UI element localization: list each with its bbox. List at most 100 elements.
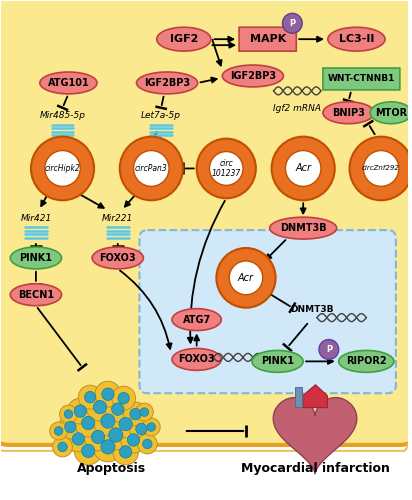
Circle shape (143, 418, 160, 436)
Text: Acr: Acr (295, 164, 311, 173)
Circle shape (363, 150, 399, 186)
Ellipse shape (172, 308, 221, 330)
Ellipse shape (10, 247, 61, 269)
Ellipse shape (323, 102, 374, 124)
Text: BNIP3: BNIP3 (332, 108, 365, 118)
Circle shape (86, 393, 114, 421)
Circle shape (45, 150, 80, 186)
Circle shape (133, 150, 169, 186)
Circle shape (75, 437, 102, 465)
Text: WNT-CTNNB1: WNT-CTNNB1 (328, 74, 395, 84)
Text: PINK1: PINK1 (261, 356, 294, 366)
Circle shape (82, 444, 95, 458)
FancyBboxPatch shape (239, 27, 296, 51)
Circle shape (94, 400, 107, 414)
Text: circ
101237: circ 101237 (212, 159, 241, 178)
Circle shape (124, 402, 147, 426)
Circle shape (286, 150, 321, 186)
Text: ATG7: ATG7 (183, 314, 211, 324)
FancyBboxPatch shape (323, 68, 400, 90)
Circle shape (136, 424, 147, 434)
Ellipse shape (92, 247, 143, 269)
Ellipse shape (172, 348, 221, 370)
Circle shape (319, 340, 339, 359)
FancyBboxPatch shape (0, 0, 412, 445)
Circle shape (84, 423, 112, 451)
Circle shape (349, 136, 412, 200)
Ellipse shape (157, 27, 211, 51)
Text: P: P (326, 345, 332, 354)
Text: RIPOR2: RIPOR2 (346, 356, 386, 366)
Text: Mir421: Mir421 (20, 214, 52, 222)
Circle shape (101, 440, 115, 454)
Ellipse shape (339, 350, 394, 372)
Text: Apoptosis: Apoptosis (77, 462, 146, 475)
Circle shape (120, 136, 183, 200)
Circle shape (272, 136, 335, 200)
Text: circZnf292: circZnf292 (362, 166, 400, 172)
Text: PINK1: PINK1 (19, 253, 52, 263)
Ellipse shape (40, 72, 97, 94)
Circle shape (112, 386, 136, 410)
Text: Let7a-5p: Let7a-5p (141, 112, 181, 120)
Circle shape (93, 432, 123, 462)
Ellipse shape (252, 350, 303, 372)
Circle shape (95, 382, 121, 407)
Polygon shape (295, 387, 302, 407)
Text: circPan3: circPan3 (135, 164, 168, 173)
Circle shape (209, 152, 243, 186)
Ellipse shape (222, 65, 283, 87)
Circle shape (78, 385, 102, 409)
Circle shape (65, 422, 76, 432)
Circle shape (109, 428, 123, 442)
Text: P: P (289, 19, 295, 28)
Text: ATG101: ATG101 (47, 78, 89, 88)
Circle shape (112, 403, 124, 415)
Circle shape (283, 14, 302, 33)
Circle shape (127, 434, 140, 446)
Circle shape (91, 430, 105, 444)
Text: DNMT3B: DNMT3B (290, 305, 334, 314)
Circle shape (75, 409, 102, 437)
Circle shape (118, 392, 129, 404)
Circle shape (119, 418, 132, 430)
Ellipse shape (136, 72, 198, 94)
Text: Igf2 mRNA: Igf2 mRNA (273, 104, 321, 113)
Text: IGF2BP3: IGF2BP3 (230, 71, 276, 81)
Circle shape (113, 439, 138, 465)
Circle shape (147, 422, 156, 432)
Text: circHipk2: circHipk2 (44, 164, 80, 173)
Circle shape (229, 261, 263, 294)
Circle shape (54, 426, 63, 436)
Text: Mir485-5p: Mir485-5p (40, 112, 86, 120)
Circle shape (93, 406, 123, 436)
Circle shape (136, 403, 153, 421)
Circle shape (102, 388, 114, 400)
Text: Myocardial infarction: Myocardial infarction (241, 462, 389, 475)
Circle shape (119, 446, 132, 458)
Circle shape (105, 396, 131, 422)
Text: MAPK: MAPK (250, 34, 286, 44)
Text: BECN1: BECN1 (18, 290, 54, 300)
Circle shape (101, 414, 115, 428)
Circle shape (121, 427, 146, 453)
Circle shape (138, 434, 157, 454)
Ellipse shape (269, 217, 337, 239)
Circle shape (130, 408, 141, 420)
Text: FOXO3: FOXO3 (178, 354, 215, 364)
Circle shape (72, 432, 84, 445)
Circle shape (216, 248, 276, 308)
Circle shape (58, 442, 67, 452)
Circle shape (130, 417, 153, 441)
Text: Acr: Acr (238, 273, 254, 283)
Circle shape (59, 415, 82, 439)
Ellipse shape (370, 102, 412, 124)
Circle shape (112, 410, 140, 438)
Circle shape (140, 408, 149, 416)
Circle shape (82, 416, 95, 430)
Circle shape (31, 136, 94, 200)
Text: IGF2: IGF2 (170, 34, 198, 44)
Polygon shape (273, 398, 357, 473)
Circle shape (84, 392, 96, 403)
Ellipse shape (328, 27, 385, 51)
